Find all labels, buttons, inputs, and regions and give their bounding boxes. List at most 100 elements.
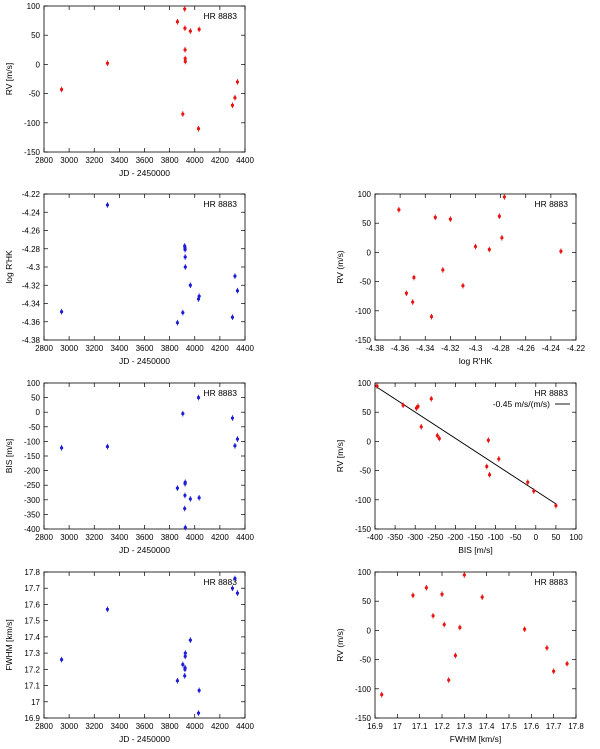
- y-tick-label: 17.3: [24, 649, 40, 658]
- data-point: [497, 214, 501, 218]
- x-tick-label: -400: [367, 533, 384, 542]
- x-tick-label: 3200: [85, 344, 103, 353]
- x-tick-label: 17.2: [434, 722, 450, 731]
- y-tick-label: -150: [355, 525, 372, 534]
- y-tick-label: -4.38: [22, 336, 41, 345]
- data-point: [197, 294, 201, 298]
- y-tick-label: -4.32: [22, 281, 41, 290]
- data-point: [433, 215, 437, 219]
- data-point: [197, 27, 201, 31]
- x-tick-label: 3800: [161, 722, 179, 731]
- data-point: [188, 497, 192, 501]
- x-tick-label: 4000: [186, 722, 204, 731]
- y-tick-label: -4.28: [22, 245, 41, 254]
- x-tick-label: 3400: [110, 156, 128, 165]
- data-point: [429, 315, 434, 319]
- data-point: [447, 678, 451, 682]
- panel-rv-vs-logrhk: -4.38 -4.36 -4.34 -4.32 -4.3 -4.28 -4.26 -4.24-…: [335, 190, 586, 366]
- data-point: [441, 268, 445, 272]
- x-axis-label: log R'HK: [459, 356, 493, 366]
- data-point: [183, 674, 187, 678]
- data-point: [401, 403, 405, 407]
- x-tick-label: -4.38: [366, 344, 385, 353]
- data-point: [411, 593, 415, 597]
- data-point: [175, 679, 180, 683]
- x-tick-label: 2800: [35, 533, 53, 542]
- data-point: [473, 244, 478, 249]
- legend-label: -0.45 m/s/(m/s): [493, 399, 550, 409]
- y-tick-label: -4.24: [22, 208, 41, 217]
- y-axis-label: RV [m/s]: [335, 440, 345, 472]
- y-tick-label: -4.36: [22, 318, 41, 327]
- x-tick-label: -300: [407, 533, 424, 542]
- x-tick-label: -4.22: [567, 344, 586, 353]
- data-point: [196, 396, 201, 400]
- data-point: [235, 289, 240, 293]
- data-point: [416, 404, 420, 408]
- data-point: [233, 96, 237, 100]
- data-point: [497, 457, 501, 461]
- data-point: [181, 662, 185, 667]
- y-tick-label: 50: [31, 31, 40, 40]
- y-tick-label: 17.6: [24, 600, 40, 609]
- y-tick-label: -4.34: [22, 300, 41, 309]
- y-tick-label: 17: [31, 698, 40, 707]
- data-point: [397, 208, 401, 212]
- x-tick-label: 3400: [110, 344, 128, 353]
- data-point: [440, 592, 444, 596]
- data-point: [523, 627, 527, 631]
- star-label: HR 8883: [203, 577, 237, 587]
- x-tick-label: -350: [387, 533, 404, 542]
- y-axis-label: BIS [m/s]: [4, 439, 14, 473]
- data-point: [196, 711, 201, 715]
- y-tick-label: -50: [28, 423, 40, 432]
- data-point: [532, 489, 536, 493]
- y-tick-label: -100: [24, 119, 41, 128]
- x-tick-label: -4.28: [492, 344, 511, 353]
- data-point: [181, 112, 185, 116]
- plot-frame: [43, 5, 246, 153]
- x-tick-label: -50: [510, 533, 522, 542]
- y-axis-label: log R'HK: [4, 250, 14, 284]
- x-tick-label: -200: [447, 533, 464, 542]
- y-axis-label: FWHM [km/s]: [4, 619, 14, 670]
- x-tick-label: 3400: [110, 722, 128, 731]
- x-axis-label: JD - 2450000: [119, 356, 170, 366]
- data-point: [233, 576, 237, 581]
- plot-frame: [43, 193, 246, 341]
- x-tick-label: 17.6: [524, 722, 540, 731]
- y-axis-label: RV [m/s]: [4, 63, 14, 95]
- data-point: [233, 444, 237, 448]
- star-label: HR 8883: [534, 577, 568, 587]
- x-tick-label: -250: [427, 533, 444, 542]
- x-axis-label: JD - 2450000: [119, 545, 170, 555]
- data-point: [197, 688, 201, 693]
- data-point: [431, 614, 435, 618]
- y-tick-label: -100: [355, 307, 372, 316]
- star-label: HR 8883: [534, 199, 568, 209]
- data-point: [500, 236, 504, 240]
- data-point: [429, 397, 433, 401]
- y-tick-label: -150: [355, 336, 372, 345]
- data-point: [461, 284, 465, 288]
- data-point: [183, 654, 187, 658]
- panel-rv-vs-fwhm: 16.9 17 17.1 17.2 17.3 17.4 17.5 17.6 17.7 17.8 -1…: [335, 568, 584, 744]
- x-tick-label: 50: [551, 533, 560, 542]
- plot-frame: [43, 571, 246, 719]
- x-tick-label: -4.24: [542, 344, 561, 353]
- y-tick-label: 100: [358, 568, 372, 577]
- x-tick-label: 4000: [186, 533, 204, 542]
- x-tick-label: -4.26: [517, 344, 536, 353]
- data-point: [502, 195, 506, 199]
- x-tick-label: -4.36: [391, 344, 410, 353]
- data-point: [183, 255, 187, 259]
- x-tick-label: 3400: [110, 533, 128, 542]
- x-tick-label: -150: [467, 533, 484, 542]
- data-point: [552, 669, 556, 673]
- x-tick-label: 4200: [211, 722, 229, 731]
- data-point: [183, 480, 187, 484]
- x-tick-label: 100: [569, 533, 583, 542]
- fit-line: [374, 385, 557, 505]
- y-tick-label: -4.22: [22, 190, 41, 199]
